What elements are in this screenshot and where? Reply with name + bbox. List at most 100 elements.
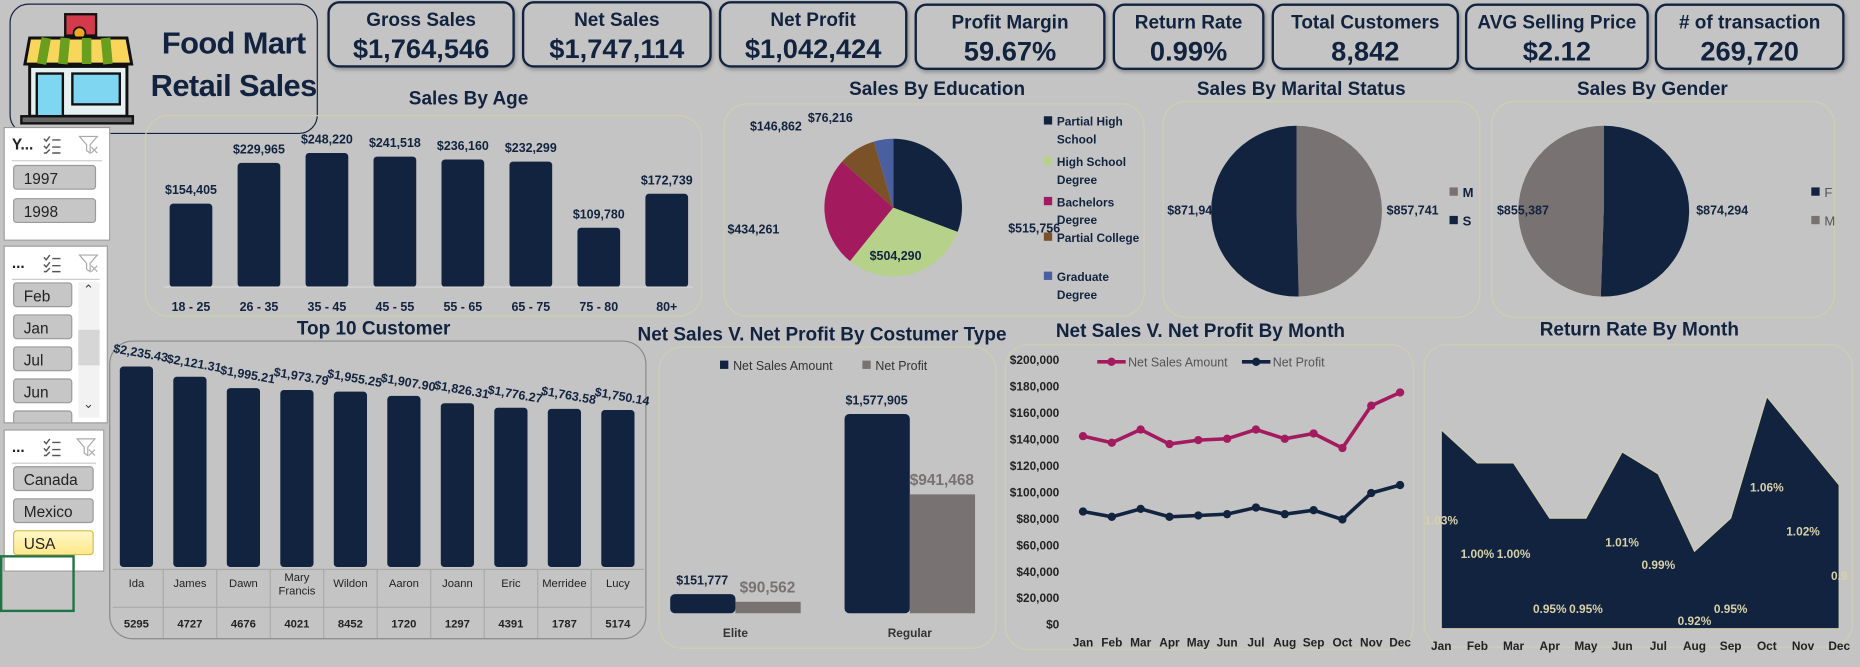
customer-name-line: Aaron [389, 578, 419, 590]
age-bar [237, 162, 281, 288]
customer-name-line: Merridee [542, 578, 586, 590]
kpi-label: # of transaction [1678, 13, 1821, 34]
education-slice [842, 141, 894, 208]
x-tick-label: Oct [1333, 635, 1353, 649]
title-line-2: Retail Sales [150, 67, 318, 104]
logo-panel: Food Mart Retail Sales [9, 3, 318, 135]
kpi-total-customers: Total Customers 8,842 [1271, 3, 1460, 70]
customer-id-label: 4676 [231, 618, 256, 630]
monthly-legend: Net Sales Amount [1128, 356, 1228, 370]
age-bar [645, 193, 689, 288]
slicer-item-partial[interactable] [13, 410, 73, 423]
kpi-net-sales: Net Sales $1,747,114 [521, 1, 712, 68]
customer-name-line: Mary [284, 572, 309, 584]
gender-data-label: $855,387 [1497, 204, 1549, 218]
marital-slice [1296, 125, 1382, 297]
kpi-gross-sales: Gross Sales $1,764,546 [327, 1, 515, 68]
customer-name-label: James [173, 578, 207, 590]
return-rate-data-label: 1.00% [1497, 547, 1531, 561]
chart-title: Net Sales V. Net Profit By Month [1056, 321, 1345, 342]
customer-data-label: $1,955.25 [326, 367, 383, 390]
customer-name-line: James [173, 578, 207, 590]
x-tick-label: Aug [1683, 639, 1706, 653]
slicer-item-1997[interactable]: 1997 [13, 164, 97, 190]
x-tick-label: Dec [1389, 635, 1411, 649]
line-point [1280, 510, 1289, 519]
kpi-label: Net Sales [574, 10, 660, 31]
slicer-title: ... [11, 437, 25, 456]
education-legend-partial-high-school: Partial High School [1057, 115, 1123, 147]
slicer-item-jan[interactable]: Jan [13, 314, 73, 340]
customer-name-label: Dawn [229, 578, 258, 590]
line-point [1222, 434, 1232, 443]
slicer-item-feb[interactable]: Feb [13, 282, 73, 308]
country-slicer: ... Canada Mexico USA [3, 429, 105, 572]
customer-data-label: $1,776.27 [487, 383, 544, 406]
customer-name-line: Francis [278, 585, 315, 597]
age-data-label: $248,220 [301, 133, 353, 147]
kpi-value: $1,747,114 [549, 33, 685, 65]
scroll-thumb[interactable] [78, 329, 100, 366]
customer-name-line: Joann [442, 578, 473, 590]
line-point [1309, 429, 1318, 438]
line-point [1078, 431, 1088, 441]
age-data-label: $172,739 [641, 173, 693, 187]
slicer-item-1998[interactable]: 1998 [13, 198, 97, 224]
slicer-item-usa[interactable]: USA [13, 530, 94, 556]
return-rate-data-label: 1.06% [1750, 480, 1784, 494]
gender-slice [1600, 125, 1690, 297]
x-tick-label: Feb [1101, 635, 1122, 649]
customer-data-label: $1,763.58 [540, 384, 597, 407]
customer-type-category: Regular [888, 626, 933, 640]
customer-type-legend: Net Profit [875, 359, 927, 373]
customer-id-label: 1787 [552, 618, 577, 630]
year-slicer: Y... 1997 1998 [3, 126, 111, 241]
education-legend-high-school-degree: High School Degree [1057, 155, 1126, 187]
chart-title: Sales By Education [849, 79, 1025, 100]
dashboard-title: Food Mart Retail Sales [150, 21, 318, 106]
y-tick-label: $200,000 [1010, 353, 1060, 367]
clear-filter-icon[interactable] [78, 254, 99, 273]
x-tick-label: Jul [1650, 639, 1667, 653]
return-rate-data-label: 0.92% [1678, 614, 1712, 628]
line-point [1338, 515, 1347, 524]
gender-data-label: $874,294 [1696, 204, 1748, 218]
kpi-value: 269,720 [1700, 35, 1799, 67]
gender-legend-M: M [1824, 213, 1835, 228]
customer-bar [601, 410, 635, 568]
scroll-down-icon[interactable]: ⌄ [83, 397, 94, 412]
customer-name-line: Ida [129, 578, 145, 590]
chart-title: Sales By Gender [1577, 79, 1728, 100]
legend-swatch [1449, 187, 1458, 196]
scroll-up-icon[interactable]: ⌃ [83, 283, 94, 298]
customer-id-label: 4021 [284, 618, 309, 630]
multi-select-icon[interactable] [43, 438, 62, 457]
selected-cell[interactable] [0, 555, 75, 613]
line-point [1136, 504, 1145, 514]
y-tick-label: $160,000 [1010, 406, 1060, 420]
customer-data-label: $2,121.31 [166, 352, 223, 375]
clear-filter-icon[interactable] [78, 135, 99, 155]
education-slice [849, 207, 958, 277]
slicer-item-canada[interactable]: Canada [13, 466, 94, 492]
chart-title: Sales By Age [409, 88, 529, 109]
slicer-scrollbar[interactable]: ⌃ ⌄ [78, 282, 100, 418]
y-tick-label: $180,000 [1010, 380, 1060, 394]
line-point [1078, 507, 1088, 516]
legend-swatch [1043, 271, 1053, 280]
customer-name-label: Joann [442, 578, 473, 590]
slicer-item-mexico[interactable]: Mexico [13, 498, 94, 524]
clear-filter-icon[interactable] [75, 438, 97, 457]
multi-select-icon[interactable] [43, 254, 62, 273]
series-line-net-sales [1082, 390, 1401, 451]
slicer-item-jun[interactable]: Jun [13, 378, 73, 404]
customer-data-label: $2,235.43 [112, 341, 169, 364]
x-tick-label: Sep [1303, 635, 1325, 649]
x-tick-label: Sep [1720, 639, 1742, 653]
slicer-item-jul[interactable]: Jul [13, 346, 73, 372]
kpi-transactions: # of transaction 269,720 [1654, 3, 1845, 70]
age-data-label: $229,965 [233, 142, 285, 156]
multi-select-icon[interactable] [43, 135, 62, 154]
